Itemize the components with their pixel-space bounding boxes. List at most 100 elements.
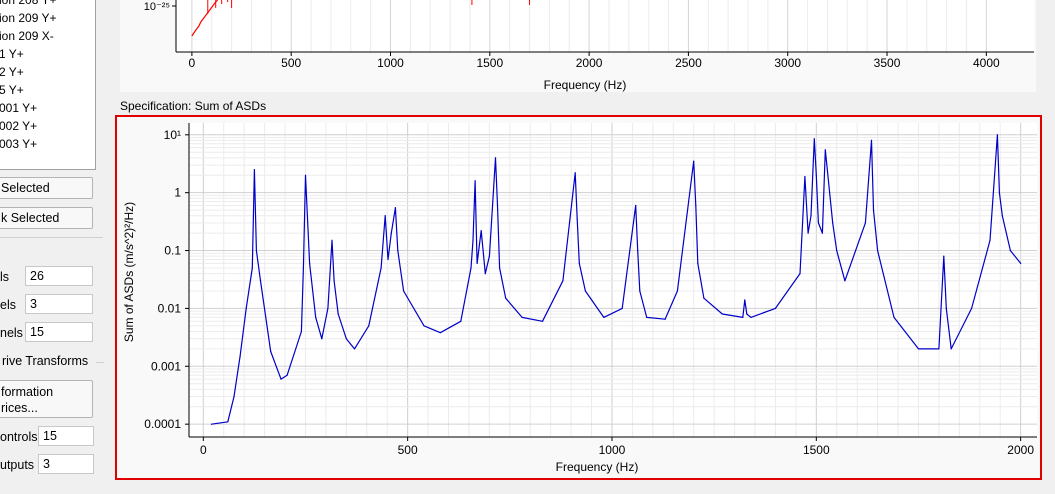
series-line bbox=[211, 134, 1022, 425]
series-point bbox=[938, 348, 940, 350]
series-point bbox=[251, 267, 253, 269]
series-point bbox=[832, 222, 834, 224]
measurement-list-item[interactable]: ion 209 X- bbox=[0, 29, 54, 43]
series-point bbox=[799, 273, 801, 275]
measurement-list-item[interactable]: ion 209 Y+ bbox=[0, 11, 57, 25]
specification-chart-panel[interactable]: 0.0001 0.001 0.01 0.1 1 10¹ 0 500 1000 1500 2000 Fr… bbox=[115, 115, 1042, 480]
series-point bbox=[996, 134, 999, 136]
top-series-line bbox=[191, 0, 219, 37]
series-point bbox=[327, 307, 329, 309]
series-point bbox=[472, 239, 474, 241]
series-point bbox=[989, 239, 991, 241]
outputs-field[interactable]: 3 bbox=[38, 454, 94, 474]
top-x-tick-label: 1500 bbox=[476, 56, 503, 70]
levels-label: els bbox=[0, 298, 16, 312]
series-point bbox=[621, 307, 623, 309]
series-point bbox=[302, 267, 304, 269]
series-point bbox=[917, 348, 920, 350]
measurement-list-item[interactable]: 002 Y+ bbox=[0, 119, 38, 133]
series-point bbox=[893, 316, 895, 318]
channels-label: ls bbox=[0, 270, 10, 284]
select-selected-button[interactable]: Selected bbox=[0, 177, 93, 199]
series-point bbox=[300, 330, 302, 333]
series-point bbox=[488, 255, 490, 257]
series-point bbox=[945, 307, 947, 309]
channels-field[interactable]: 26 bbox=[25, 266, 93, 286]
measurement-list-item[interactable]: 003 Y+ bbox=[0, 137, 38, 151]
series-point bbox=[403, 290, 405, 292]
series-point bbox=[637, 250, 639, 252]
series-point bbox=[872, 209, 875, 211]
series-point bbox=[578, 262, 580, 264]
panel-divider bbox=[0, 237, 103, 238]
specification-label: Specification: Sum of ASDs bbox=[120, 99, 267, 113]
top-x-tick-label: 0 bbox=[189, 56, 196, 70]
series-point bbox=[676, 290, 679, 292]
series-point bbox=[744, 299, 746, 301]
series-point bbox=[384, 215, 386, 217]
series-point bbox=[721, 313, 723, 315]
series-point bbox=[693, 160, 695, 162]
series-point bbox=[255, 250, 257, 252]
series-point bbox=[521, 316, 523, 318]
series-point bbox=[476, 262, 478, 264]
controls-field[interactable]: 15 bbox=[38, 426, 94, 446]
top-y-tick-label: 10⁻²⁵ bbox=[144, 1, 170, 13]
control-channels-field[interactable]: 15 bbox=[25, 322, 93, 342]
series-point bbox=[309, 262, 311, 264]
x-tick-label: 1500 bbox=[803, 443, 830, 457]
series-point bbox=[253, 169, 255, 171]
series-point bbox=[877, 250, 879, 252]
measurement-list-item[interactable]: 2 Y+ bbox=[0, 65, 24, 79]
series-point bbox=[390, 232, 392, 234]
series-point bbox=[484, 273, 486, 275]
series-point bbox=[1001, 215, 1003, 217]
series-point bbox=[423, 325, 425, 327]
series-point bbox=[304, 174, 307, 176]
measurement-list-item[interactable]: ion 208 Y+ bbox=[0, 0, 57, 7]
top-x-tick-label: 2000 bbox=[576, 56, 603, 70]
controls-label: ontrols bbox=[0, 430, 38, 444]
measurement-list-item[interactable]: 001 Y+ bbox=[0, 101, 38, 115]
series-point bbox=[562, 280, 564, 282]
series-point bbox=[810, 215, 812, 217]
measurement-list-item[interactable]: 1 Y+ bbox=[0, 47, 24, 61]
measurement-list-item[interactable]: 5 Y+ bbox=[0, 83, 24, 97]
y-tick-label: 0.1 bbox=[164, 244, 181, 258]
y-axis-title: Sum of ASDs (m/s^2)²/Hz) bbox=[122, 202, 136, 342]
series-point bbox=[815, 174, 817, 176]
series-point bbox=[333, 280, 335, 282]
series-point bbox=[397, 250, 399, 252]
series-point bbox=[270, 350, 272, 353]
top-x-tick-label: 3500 bbox=[874, 56, 901, 70]
series-point bbox=[380, 267, 382, 269]
series-point bbox=[259, 280, 262, 282]
series-point bbox=[227, 421, 229, 423]
series-point bbox=[864, 222, 867, 224]
transformation-button-line2: rices... bbox=[1, 401, 38, 415]
y-tick-label: 0.01 bbox=[158, 301, 182, 315]
series-point bbox=[210, 423, 213, 425]
sum-of-asds-chart[interactable]: 0.0001 0.001 0.01 0.1 1 10¹ 0 500 1000 1500 2000 Fr… bbox=[117, 117, 1040, 478]
series-point bbox=[646, 316, 648, 318]
series-point bbox=[1009, 250, 1012, 252]
control-channels-label: nels bbox=[0, 326, 23, 340]
x-tick-label: 2000 bbox=[1007, 443, 1034, 457]
measurement-listbox[interactable]: ion 208 Y+ ion 209 Y+ ion 209 X- 1 Y+ 2 Y+ 5 … bbox=[0, 0, 96, 170]
drive-transforms-section-title: rive Transforms bbox=[2, 354, 89, 368]
check-selected-button[interactable]: k Selected bbox=[0, 207, 93, 229]
series-point bbox=[804, 176, 806, 178]
levels-field[interactable]: 3 bbox=[25, 294, 93, 314]
series-point bbox=[746, 313, 748, 315]
series-point bbox=[368, 325, 370, 327]
section-divider bbox=[96, 362, 104, 363]
transformation-matrices-button[interactable]: formation rices... bbox=[0, 380, 93, 418]
series-point bbox=[697, 262, 699, 264]
x-tick-label: 500 bbox=[398, 443, 418, 457]
series-point bbox=[439, 332, 441, 334]
y-tick-label: 0.001 bbox=[151, 359, 181, 373]
top-x-tick-label: 4000 bbox=[973, 56, 1000, 70]
top-x-tick-label: 2500 bbox=[675, 56, 702, 70]
transformation-button-line1: formation bbox=[1, 385, 54, 399]
series-point bbox=[817, 222, 820, 224]
